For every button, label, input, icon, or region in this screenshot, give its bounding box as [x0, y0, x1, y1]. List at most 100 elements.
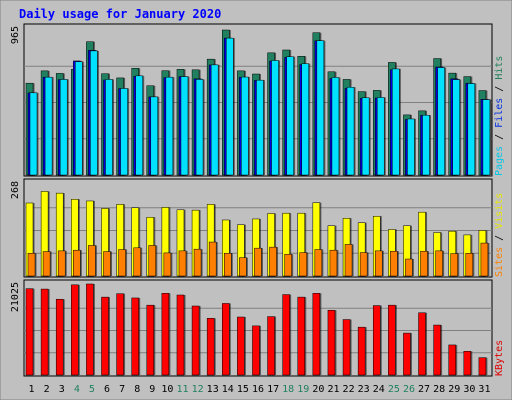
- x-tick-label: 6: [104, 384, 110, 395]
- x-tick-label: 4: [74, 384, 80, 395]
- bar-sites-day-19: [299, 252, 307, 277]
- panel-top: 965 Pages / Files / Hits: [10, 23, 505, 177]
- bar-pages-day-22: [346, 86, 355, 176]
- bar-kbytes-day-31: [478, 357, 487, 376]
- bar-sites-day-12: [193, 248, 202, 277]
- x-tick-label: 20: [312, 384, 324, 395]
- max-label-mid: 268: [10, 181, 21, 199]
- bar-kbytes-day-14: [222, 303, 230, 376]
- bar-sites-day-11: [178, 250, 187, 277]
- bar-pages-day-9: [150, 96, 159, 176]
- bar-sites-day-13: [208, 241, 217, 277]
- bar-pages-day-27: [422, 114, 430, 176]
- bar-pages-day-24: [376, 97, 385, 176]
- x-tick-label: 13: [207, 384, 219, 395]
- x-tick-label: 8: [134, 384, 140, 395]
- bar-pages-day-12: [195, 79, 204, 176]
- bar-pages-day-17: [271, 60, 279, 176]
- bar-sites-day-3: [57, 250, 66, 277]
- x-tick-label: 18: [282, 384, 294, 395]
- bar-pages-day-2: [44, 76, 53, 176]
- x-axis-labels: 1 2 3 4 5 6 7 8 9 10 11 12 13 14 15 16 17 18 19 20 21 22 23 24 2…: [29, 384, 491, 395]
- bar-kbytes-day-12: [191, 305, 200, 376]
- x-tick-label: 25: [388, 384, 400, 395]
- bar-pages-day-25: [392, 68, 400, 176]
- x-tick-label: 15: [237, 384, 249, 395]
- bar-sites-day-8: [133, 247, 141, 277]
- x-tick-label: 21: [327, 384, 339, 395]
- bar-kbytes-day-20: [312, 293, 321, 376]
- bar-kbytes-day-6: [101, 296, 109, 376]
- bar-sites-day-18: [284, 254, 292, 277]
- bar-kbytes-day-10: [161, 293, 170, 376]
- legend-bot: KBytes: [494, 340, 505, 376]
- bar-pages-day-3: [59, 79, 68, 176]
- bar-sites-day-6: [103, 251, 111, 277]
- bar-sites-day-27: [420, 250, 428, 277]
- legend-item: /: [494, 80, 505, 98]
- x-tick-label: 7: [119, 384, 125, 395]
- legend-item: /: [494, 128, 505, 146]
- bar-pages-day-26: [407, 118, 415, 176]
- bar-kbytes-day-29: [448, 344, 456, 376]
- bar-kbytes-day-15: [237, 316, 245, 376]
- bar-kbytes-day-23: [357, 326, 366, 376]
- bar-sites-day-4: [73, 249, 81, 277]
- x-tick-label: 10: [161, 384, 173, 395]
- bar-kbytes-day-5: [86, 283, 94, 376]
- bar-kbytes-day-21: [327, 309, 336, 376]
- legend-mid: Sites / Visits: [494, 193, 505, 277]
- bar-sites-day-20: [314, 249, 323, 277]
- bar-pages-day-13: [210, 64, 219, 176]
- bar-pages-day-28: [437, 67, 445, 176]
- bar-sites-day-14: [224, 253, 232, 277]
- bar-pages-day-31: [482, 99, 491, 176]
- bar-pages-day-7: [120, 88, 128, 176]
- legend-item: Hits: [494, 56, 505, 80]
- x-tick-label: 5: [89, 384, 95, 395]
- x-tick-label: 29: [448, 384, 460, 395]
- bar-kbytes-day-16: [252, 325, 260, 376]
- bar-sites-day-24: [374, 250, 383, 277]
- bar-kbytes-day-17: [267, 316, 275, 376]
- x-tick-label: 28: [433, 384, 445, 395]
- x-tick-label: 24: [373, 384, 385, 395]
- x-tick-label: 26: [403, 384, 415, 395]
- bar-pages-day-4: [75, 61, 83, 176]
- bar-sites-day-21: [329, 249, 338, 277]
- bar-pages-day-18: [286, 56, 294, 176]
- bar-pages-day-21: [331, 77, 340, 176]
- bar-kbytes-day-7: [116, 293, 124, 376]
- bar-sites-day-29: [450, 253, 458, 277]
- bar-kbytes-day-25: [388, 304, 396, 376]
- legend-item: KBytes: [494, 340, 505, 376]
- bar-sites-day-2: [42, 251, 51, 277]
- legend-item: Sites: [494, 247, 505, 277]
- bar-pages-day-10: [165, 76, 174, 176]
- bar-kbytes-day-1: [25, 288, 34, 376]
- bar-pages-day-30: [467, 83, 476, 176]
- bar-kbytes-day-13: [206, 318, 215, 376]
- bar-kbytes-day-26: [403, 332, 411, 376]
- bar-kbytes-day-28: [433, 324, 441, 376]
- max-label-top: 965: [10, 26, 21, 44]
- bar-kbytes-day-9: [146, 304, 155, 376]
- bar-sites-day-16: [254, 247, 262, 277]
- x-tick-label: 23: [358, 384, 370, 395]
- bar-kbytes-day-30: [463, 351, 472, 376]
- bar-pages-day-16: [256, 79, 264, 176]
- bar-sites-day-25: [390, 250, 398, 277]
- bar-pages-day-29: [452, 79, 460, 176]
- x-tick-label: 3: [59, 384, 65, 395]
- x-tick-label: 31: [478, 384, 490, 395]
- bar-sites-day-5: [88, 245, 96, 277]
- bar-pages-day-11: [180, 76, 189, 176]
- legend-item: /: [494, 229, 505, 247]
- bar-kbytes-day-19: [297, 296, 305, 376]
- bar-sites-day-10: [163, 252, 172, 277]
- legend-item: Files: [494, 98, 505, 128]
- bar-kbytes-day-11: [176, 294, 185, 376]
- x-tick-label: 12: [192, 384, 204, 395]
- max-label-bot: 21025: [10, 282, 21, 312]
